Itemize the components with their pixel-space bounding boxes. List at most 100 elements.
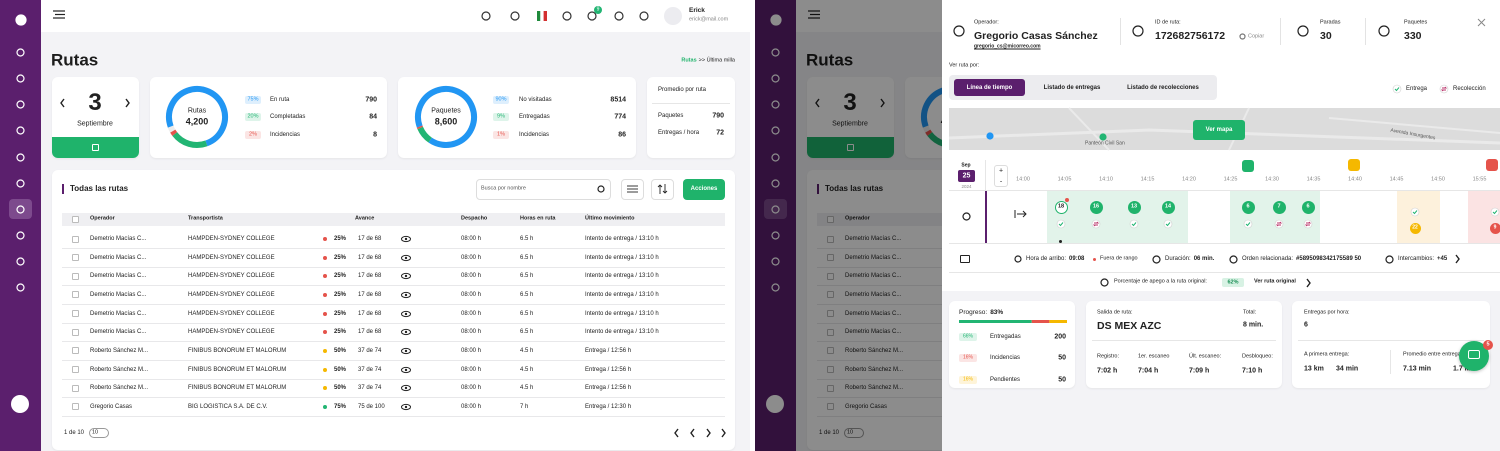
sidebar <box>0 0 41 451</box>
icon-shape <box>401 329 411 336</box>
filter-button[interactable] <box>621 179 644 200</box>
sort-button[interactable] <box>651 179 674 200</box>
field-value: 7:09 h <box>1189 367 1210 375</box>
check-icon <box>1410 207 1420 217</box>
divider <box>652 103 730 104</box>
checkbox[interactable] <box>72 384 79 392</box>
icon-shape <box>16 99 25 109</box>
checkbox[interactable] <box>827 272 834 280</box>
tab[interactable]: Listado de entregas <box>1043 84 1101 91</box>
checkbox[interactable] <box>72 328 79 336</box>
cell-operator: Roberto Sánchez M... <box>845 347 904 354</box>
date-button[interactable] <box>807 137 894 158</box>
icon-shape <box>404 275 408 278</box>
checkbox[interactable] <box>72 291 79 299</box>
close-button[interactable] <box>1477 18 1486 27</box>
stop-bubble[interactable] <box>1054 200 1068 214</box>
checkbox[interactable] <box>827 403 834 411</box>
checkbox[interactable] <box>827 216 834 223</box>
range-dot <box>1093 257 1096 261</box>
donut-total: 4,200 <box>185 116 209 127</box>
incident-bubble[interactable] <box>1489 222 1500 234</box>
nav-icon <box>771 256 780 266</box>
checkbox[interactable] <box>827 366 834 374</box>
item-value: 8 <box>373 131 377 139</box>
checkbox[interactable] <box>827 235 834 243</box>
checkbox[interactable] <box>827 328 834 336</box>
stop-bubble[interactable] <box>1127 200 1141 214</box>
cell-carrier: HAMPDEN-SYDNEY COLLEGE <box>188 236 275 242</box>
cell-operator: Demetrio Macías C... <box>90 291 147 298</box>
cell-dispatch: 08:00 h <box>461 310 482 317</box>
checkbox[interactable] <box>72 310 79 318</box>
stop-bubble[interactable] <box>1301 200 1315 214</box>
nav-active <box>9 199 32 219</box>
cell-dispatch: 08:00 h <box>461 347 482 354</box>
cell-carrier: HAMPDEN-SYDNEY COLLEGE <box>188 273 275 280</box>
date-button[interactable] <box>52 137 139 158</box>
stop-bubble[interactable] <box>1272 200 1286 214</box>
operator-icon <box>953 25 965 37</box>
cell-dispatch: 08:00 h <box>461 366 482 373</box>
cell-operator: Demetrio Macías C... <box>90 236 147 242</box>
checkbox[interactable] <box>827 347 834 355</box>
tab[interactable]: Línea de tiempo <box>966 84 1013 91</box>
incident-bubble[interactable] <box>1409 222 1421 234</box>
time-label: 14:30 <box>1265 176 1279 183</box>
icon-shape <box>1132 25 1144 37</box>
zoom-out[interactable]: - <box>999 178 1003 186</box>
cell-progress: 17 de 68 <box>358 310 382 317</box>
cell-hours: 6.5 h <box>520 310 534 317</box>
column-header: Último movimiento <box>585 215 635 222</box>
icon-shape <box>16 152 25 162</box>
checkbox[interactable] <box>72 216 79 223</box>
tab-active[interactable] <box>954 79 1025 96</box>
pagination-button <box>674 428 679 438</box>
stop-bubble[interactable] <box>1089 200 1103 214</box>
map-road <box>948 128 1500 145</box>
icon-shape <box>16 47 25 57</box>
chat-badge <box>1483 340 1493 350</box>
cell-last-movement: Intento de entrega / 13:10 h <box>585 254 659 261</box>
icon-shape <box>657 184 668 194</box>
cell-carrier: HAMPDEN-SYDNEY COLLEGE <box>188 291 275 298</box>
stop-bubble[interactable] <box>1161 200 1175 214</box>
zoom-in[interactable]: + <box>998 167 1004 175</box>
item-label: En ruta <box>270 97 290 103</box>
zoom-control[interactable] <box>994 165 1008 187</box>
checkbox[interactable] <box>72 272 79 280</box>
adherence-link[interactable]: Ver ruta original <box>1254 278 1296 285</box>
tab[interactable]: Listado de recolecciones <box>1127 84 1199 91</box>
checkbox[interactable] <box>827 384 834 392</box>
icon-shape <box>815 98 820 108</box>
checkbox[interactable] <box>72 254 79 262</box>
pct-label: 16% <box>962 354 974 361</box>
page-title: Rutas <box>51 50 99 70</box>
item-label: No visitadas <box>519 97 552 103</box>
icon-shape <box>771 178 780 188</box>
legend-label: Entrega <box>1406 86 1428 92</box>
checkbox[interactable] <box>827 291 834 299</box>
time-label: 14:15 <box>1140 176 1155 183</box>
checkbox[interactable] <box>827 254 834 262</box>
copy-link[interactable]: Copiar <box>1248 33 1265 40</box>
checkbox[interactable] <box>72 235 79 243</box>
checkbox[interactable] <box>72 366 79 374</box>
checkbox[interactable] <box>72 403 79 411</box>
pct-pill <box>493 113 509 121</box>
check-icon <box>1163 219 1173 229</box>
checkbox[interactable] <box>827 310 834 318</box>
actions-button[interactable] <box>683 179 725 200</box>
sort-icon <box>657 184 668 194</box>
stop-bubble[interactable] <box>1241 200 1255 214</box>
checkbox[interactable] <box>72 347 79 355</box>
search-box[interactable] <box>476 179 611 200</box>
nav-icon <box>771 230 780 240</box>
page-size-select[interactable] <box>844 428 864 438</box>
pagination-button <box>706 428 711 438</box>
page-size-select[interactable] <box>89 428 109 438</box>
icon-shape <box>1014 210 1027 218</box>
column-header: Operador <box>845 215 870 222</box>
cell-operator: Demetrio Macías C... <box>845 273 902 280</box>
map-button[interactable] <box>1193 120 1245 140</box>
